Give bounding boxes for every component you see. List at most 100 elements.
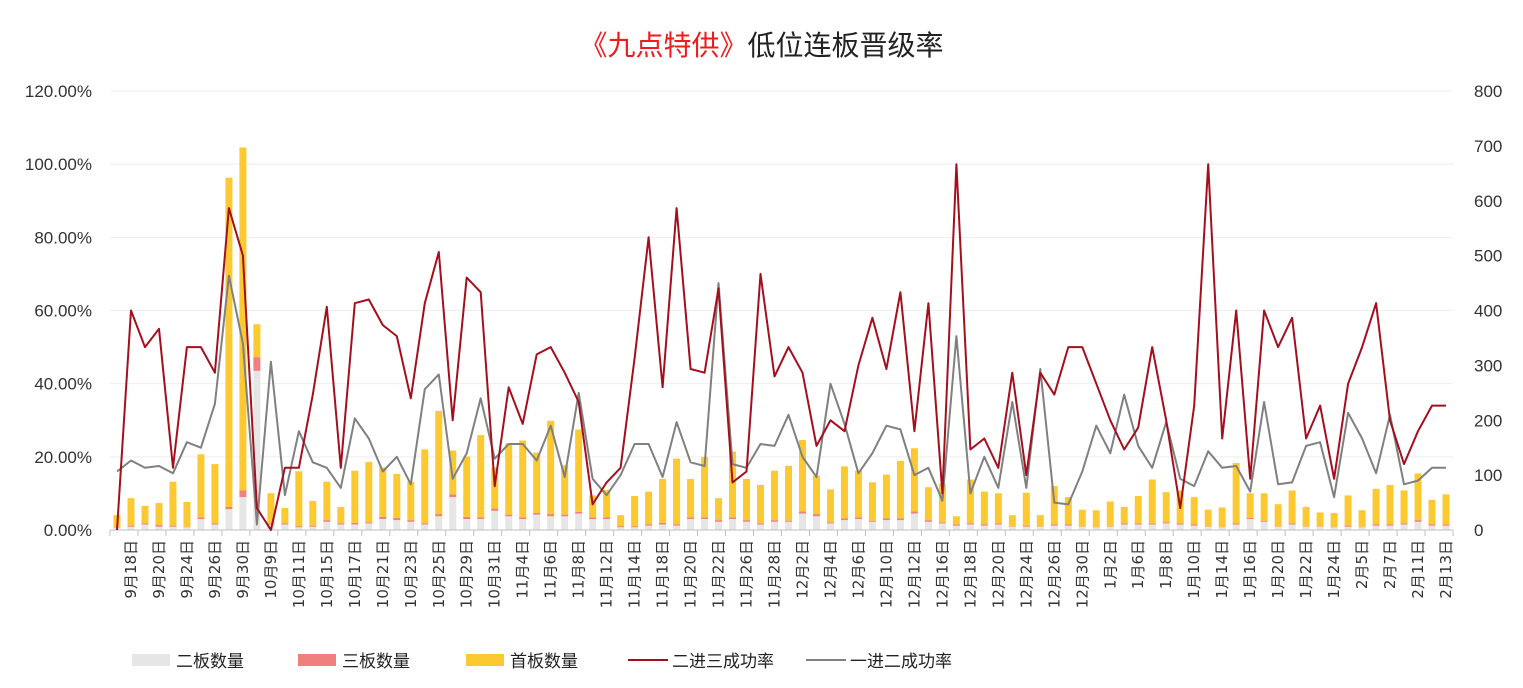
bar-second-board xyxy=(477,519,485,530)
bar-third-board xyxy=(743,520,751,522)
bar-first-board xyxy=(1400,490,1408,524)
legend-label: 三板数量 xyxy=(342,652,410,672)
x-tick-label: 10月17日 xyxy=(346,540,364,608)
x-tick-label: 1月20日 xyxy=(1269,540,1287,599)
x-tick-label: 10月21日 xyxy=(374,540,392,608)
bar-second-board xyxy=(757,524,765,530)
bar-first-board xyxy=(1232,463,1240,524)
bar-third-board xyxy=(1134,523,1142,525)
bar-second-board xyxy=(1274,526,1282,530)
bar-third-board xyxy=(1372,524,1380,526)
bar-first-board xyxy=(197,454,205,518)
bar-second-board xyxy=(980,525,988,530)
x-tick-label: 10月11日 xyxy=(290,540,308,608)
x-tick-label: 9月18日 xyxy=(122,540,140,599)
chart-title-prefix: 《九点特供》 xyxy=(579,29,748,62)
bar-third-board xyxy=(1316,526,1324,527)
bar-third-board xyxy=(603,517,611,520)
bar-second-board xyxy=(393,520,401,530)
bar-first-board xyxy=(952,516,960,525)
bar-second-board xyxy=(281,524,289,530)
bar-second-board xyxy=(826,523,834,530)
bar-first-board xyxy=(253,324,261,358)
bar-first-board xyxy=(1036,515,1044,527)
bar-second-board xyxy=(407,521,415,530)
bar-first-board xyxy=(729,451,737,518)
y-right-tick-label: 400 xyxy=(1474,302,1502,321)
bar-first-board xyxy=(617,515,625,527)
bar-first-board xyxy=(267,493,275,524)
bar-third-board xyxy=(141,523,149,525)
bar-first-board xyxy=(743,478,751,521)
legend-item: 一进二成功率 xyxy=(806,652,952,672)
legend-item: 二板数量 xyxy=(132,652,244,672)
bar-third-board xyxy=(812,514,820,517)
bar-first-board xyxy=(183,502,191,527)
y-right-tick-label: 0 xyxy=(1474,521,1483,540)
bar-first-board xyxy=(323,481,331,521)
bar-third-board xyxy=(729,517,737,520)
bar-second-board xyxy=(295,527,303,530)
bar-third-board xyxy=(784,520,792,522)
x-tick-label: 2月7日 xyxy=(1381,540,1399,589)
x-tick-label: 12月16日 xyxy=(933,540,951,608)
bar-third-board xyxy=(393,517,401,521)
x-tick-label: 12月6日 xyxy=(849,540,867,599)
x-tick-label: 10月9日 xyxy=(262,540,280,599)
bar-third-board xyxy=(1218,526,1226,528)
bar-second-board xyxy=(351,524,359,530)
bar-third-board xyxy=(1092,526,1100,528)
bar-third-board xyxy=(127,525,135,527)
bar-second-board xyxy=(253,370,261,530)
bar-first-board xyxy=(365,461,373,523)
bar-first-board xyxy=(659,478,667,523)
bar-third-board xyxy=(701,517,709,520)
bar-first-board xyxy=(854,470,862,518)
bar-second-board xyxy=(505,516,513,530)
bar-second-board xyxy=(141,524,149,530)
bar-first-board xyxy=(127,498,135,526)
x-tick-label: 11月26日 xyxy=(738,540,756,608)
x-tick-label: 12月20日 xyxy=(989,540,1007,608)
bar-series-group xyxy=(113,147,1450,530)
bar-third-board xyxy=(197,517,205,520)
bar-second-board xyxy=(1106,526,1114,530)
x-tick-label: 11月6日 xyxy=(542,540,560,599)
bar-first-board xyxy=(1078,509,1086,527)
bar-second-board xyxy=(673,525,681,530)
bar-first-board xyxy=(966,479,974,524)
bar-first-board xyxy=(1316,512,1324,527)
bar-second-board xyxy=(771,521,779,530)
x-tick-label: 1月6日 xyxy=(1129,540,1147,589)
bar-first-board xyxy=(1246,493,1254,518)
bar-third-board xyxy=(952,524,960,526)
bar-second-board xyxy=(701,519,709,530)
bar-third-board xyxy=(854,517,862,520)
bar-first-board xyxy=(980,491,988,525)
bar-first-board xyxy=(631,495,639,527)
bar-third-board xyxy=(715,520,723,522)
x-tick-label: 12月12日 xyxy=(905,540,923,608)
bar-third-board xyxy=(183,526,191,528)
bar-second-board xyxy=(1288,524,1296,530)
bar-third-board xyxy=(309,525,317,527)
chart-title: 《九点特供》低位连板晋级率 xyxy=(0,24,1523,64)
bar-second-board xyxy=(1162,523,1170,530)
bar-third-board xyxy=(1120,523,1128,525)
bar-first-board xyxy=(910,448,918,512)
bar-second-board xyxy=(1302,526,1310,530)
bar-third-board xyxy=(1288,523,1296,525)
bar-third-board xyxy=(1344,525,1352,527)
bar-third-board xyxy=(1064,524,1072,526)
bar-first-board xyxy=(239,147,247,491)
x-tick-label: 12月24日 xyxy=(1017,540,1035,608)
bar-first-board xyxy=(1134,495,1142,524)
bar-second-board xyxy=(812,516,820,530)
bar-second-board xyxy=(379,519,387,530)
x-tick-label: 11月18日 xyxy=(654,540,672,608)
x-tick-label: 1月8日 xyxy=(1157,540,1175,589)
bar-third-board xyxy=(1050,524,1058,526)
bar-third-board xyxy=(868,520,876,522)
bar-third-board xyxy=(519,517,527,520)
bar-second-board xyxy=(211,524,219,530)
